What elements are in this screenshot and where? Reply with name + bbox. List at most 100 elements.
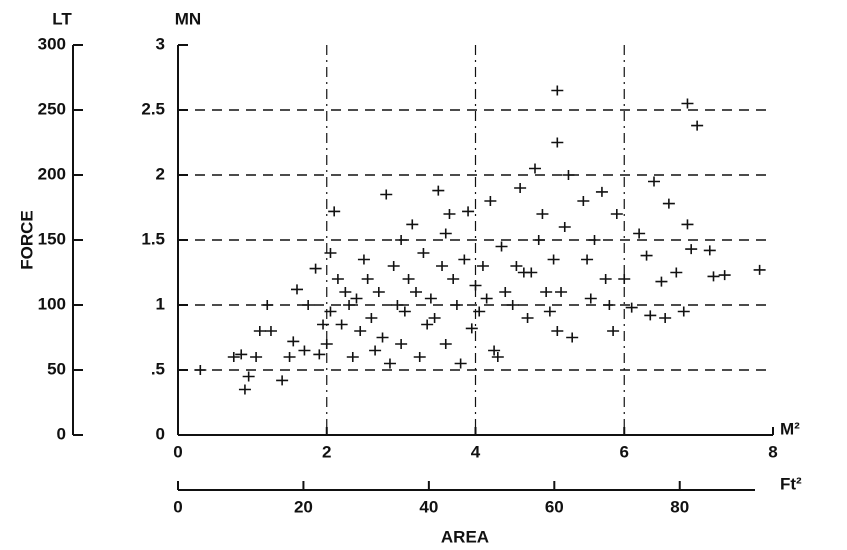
point bbox=[417, 248, 430, 258]
point bbox=[718, 270, 731, 281]
point bbox=[681, 98, 694, 109]
point bbox=[361, 274, 374, 284]
point bbox=[335, 319, 348, 330]
point bbox=[436, 261, 449, 271]
point bbox=[387, 261, 400, 271]
point bbox=[558, 222, 571, 232]
point bbox=[465, 323, 478, 334]
point bbox=[447, 274, 460, 284]
point bbox=[346, 352, 359, 362]
point bbox=[588, 235, 601, 245]
point bbox=[462, 206, 475, 217]
point bbox=[250, 352, 263, 362]
point bbox=[369, 345, 382, 356]
point bbox=[410, 287, 422, 297]
point bbox=[235, 349, 248, 360]
y-tick-label: 2 bbox=[156, 164, 165, 183]
x-tick-label: 4 bbox=[471, 442, 481, 461]
y-tick-label: .5 bbox=[151, 359, 165, 378]
point bbox=[383, 358, 396, 369]
point bbox=[428, 313, 441, 323]
point bbox=[276, 375, 289, 386]
point bbox=[458, 254, 471, 265]
point bbox=[339, 287, 352, 297]
point bbox=[655, 276, 668, 287]
point bbox=[491, 352, 504, 362]
point bbox=[261, 300, 274, 310]
point bbox=[551, 326, 564, 336]
point bbox=[685, 244, 698, 255]
point bbox=[753, 264, 766, 275]
x2-tick-label: 0 bbox=[173, 497, 182, 516]
y2-tick-label: 300 bbox=[38, 34, 66, 53]
point bbox=[543, 306, 556, 317]
point bbox=[413, 352, 426, 362]
point bbox=[376, 332, 389, 343]
point bbox=[343, 300, 356, 310]
y2-tick-label: 150 bbox=[38, 229, 66, 248]
point bbox=[581, 254, 594, 265]
point bbox=[607, 326, 620, 336]
point bbox=[476, 261, 489, 271]
y2-tick-label: 50 bbox=[47, 359, 66, 378]
point bbox=[350, 293, 363, 304]
point bbox=[488, 345, 501, 356]
point bbox=[473, 306, 486, 317]
point bbox=[566, 332, 579, 343]
point bbox=[480, 293, 493, 304]
point bbox=[317, 319, 330, 330]
point bbox=[324, 248, 337, 258]
point bbox=[484, 196, 497, 206]
point bbox=[454, 358, 467, 369]
point bbox=[648, 176, 660, 187]
x2-tick-label: 60 bbox=[545, 497, 564, 516]
point bbox=[703, 245, 716, 256]
point bbox=[283, 352, 296, 362]
point bbox=[562, 170, 575, 180]
point bbox=[238, 384, 251, 395]
point bbox=[264, 326, 277, 336]
point bbox=[365, 313, 378, 323]
point bbox=[253, 326, 266, 336]
point bbox=[525, 267, 538, 278]
point bbox=[406, 219, 419, 230]
point bbox=[599, 274, 612, 284]
x-tick-label: 6 bbox=[620, 442, 629, 461]
y2-tick-label: 250 bbox=[38, 99, 66, 118]
point bbox=[595, 186, 608, 197]
point bbox=[313, 349, 326, 360]
y2-unit: LT bbox=[52, 9, 72, 28]
point bbox=[625, 302, 638, 313]
point bbox=[577, 196, 590, 206]
point bbox=[395, 235, 408, 245]
point bbox=[302, 300, 315, 310]
point bbox=[450, 300, 463, 310]
point bbox=[681, 219, 694, 230]
point bbox=[547, 254, 560, 265]
point bbox=[432, 185, 445, 196]
point bbox=[443, 209, 456, 219]
point bbox=[510, 261, 523, 271]
x-label: AREA bbox=[441, 527, 489, 546]
point bbox=[380, 189, 393, 200]
point bbox=[691, 120, 704, 131]
point bbox=[291, 284, 303, 295]
point bbox=[644, 310, 657, 321]
point bbox=[551, 137, 564, 148]
point bbox=[227, 352, 240, 362]
point bbox=[551, 85, 564, 96]
y2-tick-label: 200 bbox=[38, 164, 66, 183]
point bbox=[499, 287, 512, 297]
x-unit: M² bbox=[780, 419, 800, 438]
point bbox=[372, 287, 385, 297]
point bbox=[670, 267, 683, 278]
point bbox=[402, 274, 415, 284]
point bbox=[194, 365, 207, 375]
y-tick-label: 1.5 bbox=[141, 229, 165, 248]
y-tick-label: 1 bbox=[156, 294, 165, 313]
x-tick-label: 2 bbox=[322, 442, 331, 461]
point bbox=[439, 339, 452, 349]
point bbox=[357, 254, 370, 265]
